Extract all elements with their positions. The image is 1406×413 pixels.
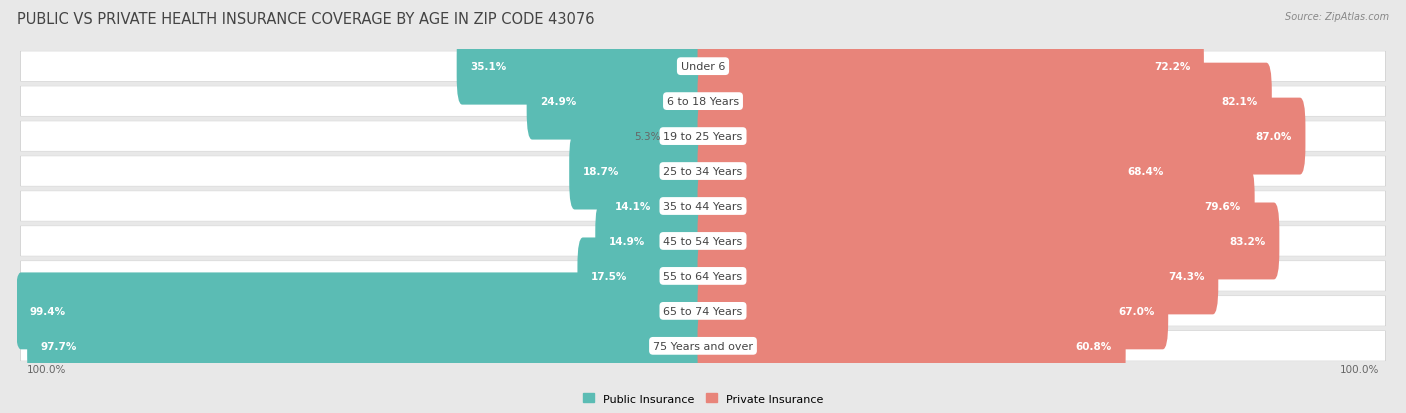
Text: 97.7%: 97.7% [41, 341, 77, 351]
FancyBboxPatch shape [697, 98, 1305, 175]
Text: 65 to 74 Years: 65 to 74 Years [664, 306, 742, 316]
FancyBboxPatch shape [20, 52, 1386, 82]
Text: 79.6%: 79.6% [1205, 202, 1241, 211]
Text: Source: ZipAtlas.com: Source: ZipAtlas.com [1285, 12, 1389, 22]
Text: 82.1%: 82.1% [1222, 97, 1258, 107]
Text: 24.9%: 24.9% [540, 97, 576, 107]
Text: 83.2%: 83.2% [1229, 236, 1265, 247]
FancyBboxPatch shape [569, 133, 709, 210]
FancyBboxPatch shape [20, 191, 1386, 222]
FancyBboxPatch shape [457, 28, 709, 105]
Text: 68.4%: 68.4% [1128, 166, 1164, 177]
FancyBboxPatch shape [21, 296, 1385, 326]
Text: 35 to 44 Years: 35 to 44 Years [664, 202, 742, 211]
FancyBboxPatch shape [697, 238, 1218, 315]
FancyBboxPatch shape [21, 87, 1385, 117]
Text: 74.3%: 74.3% [1168, 271, 1205, 281]
Text: 99.4%: 99.4% [30, 306, 65, 316]
FancyBboxPatch shape [661, 98, 709, 175]
Text: 18.7%: 18.7% [583, 166, 619, 177]
Legend: Public Insurance, Private Insurance: Public Insurance, Private Insurance [579, 389, 827, 408]
FancyBboxPatch shape [697, 28, 1204, 105]
Text: 19 to 25 Years: 19 to 25 Years [664, 132, 742, 142]
FancyBboxPatch shape [697, 203, 1279, 280]
Text: 14.9%: 14.9% [609, 236, 645, 247]
Text: 55 to 64 Years: 55 to 64 Years [664, 271, 742, 281]
Text: Under 6: Under 6 [681, 62, 725, 72]
Text: 6 to 18 Years: 6 to 18 Years [666, 97, 740, 107]
FancyBboxPatch shape [697, 308, 1126, 385]
FancyBboxPatch shape [21, 122, 1385, 152]
FancyBboxPatch shape [600, 168, 709, 245]
Text: 75 Years and over: 75 Years and over [652, 341, 754, 351]
FancyBboxPatch shape [697, 133, 1178, 210]
FancyBboxPatch shape [15, 273, 709, 349]
Text: PUBLIC VS PRIVATE HEALTH INSURANCE COVERAGE BY AGE IN ZIP CODE 43076: PUBLIC VS PRIVATE HEALTH INSURANCE COVER… [17, 12, 595, 27]
FancyBboxPatch shape [21, 261, 1385, 291]
Text: 35.1%: 35.1% [471, 62, 506, 72]
FancyBboxPatch shape [20, 296, 1386, 326]
Text: 14.1%: 14.1% [614, 202, 651, 211]
FancyBboxPatch shape [527, 64, 709, 140]
FancyBboxPatch shape [21, 192, 1385, 221]
Text: 100.0%: 100.0% [1340, 364, 1379, 374]
FancyBboxPatch shape [20, 157, 1386, 187]
FancyBboxPatch shape [578, 238, 709, 315]
Text: 67.0%: 67.0% [1118, 306, 1154, 316]
FancyBboxPatch shape [697, 273, 1168, 349]
FancyBboxPatch shape [697, 64, 1272, 140]
FancyBboxPatch shape [21, 331, 1385, 361]
Text: 72.2%: 72.2% [1154, 62, 1189, 72]
FancyBboxPatch shape [20, 87, 1386, 117]
Text: 100.0%: 100.0% [27, 364, 66, 374]
FancyBboxPatch shape [20, 226, 1386, 256]
FancyBboxPatch shape [697, 168, 1254, 245]
FancyBboxPatch shape [20, 121, 1386, 152]
Text: 87.0%: 87.0% [1256, 132, 1292, 142]
FancyBboxPatch shape [595, 203, 709, 280]
FancyBboxPatch shape [21, 157, 1385, 186]
FancyBboxPatch shape [21, 52, 1385, 82]
FancyBboxPatch shape [27, 308, 709, 385]
Text: 17.5%: 17.5% [591, 271, 627, 281]
FancyBboxPatch shape [20, 331, 1386, 361]
Text: 60.8%: 60.8% [1076, 341, 1112, 351]
Text: 45 to 54 Years: 45 to 54 Years [664, 236, 742, 247]
Text: 5.3%: 5.3% [634, 132, 661, 142]
FancyBboxPatch shape [20, 261, 1386, 292]
FancyBboxPatch shape [21, 227, 1385, 256]
Text: 25 to 34 Years: 25 to 34 Years [664, 166, 742, 177]
